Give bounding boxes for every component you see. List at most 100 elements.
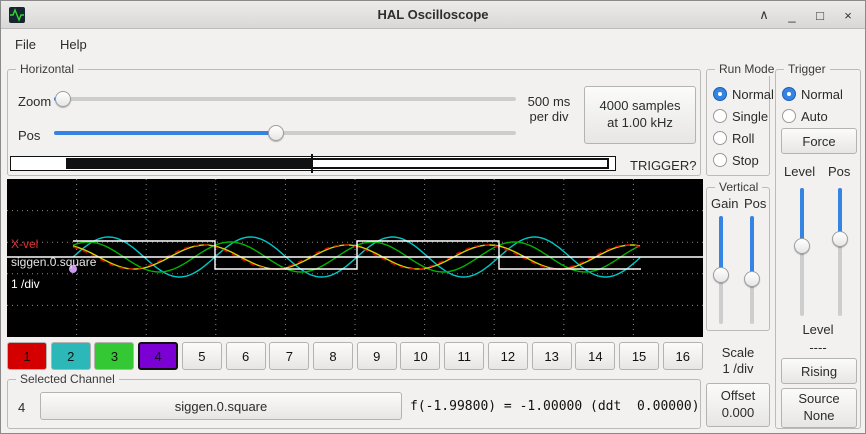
channel-6-button[interactable]: 6 (225, 342, 266, 370)
run-mode-stop-radio[interactable]: Stop (713, 150, 759, 170)
trigger-level-readout-value: ---- (809, 340, 827, 355)
run-mode-group: Run Mode Normal Single Roll Stop (706, 62, 779, 176)
channel-2-button[interactable]: 2 (50, 342, 91, 370)
radio-icon (713, 131, 727, 145)
zoom-slider-handle[interactable] (55, 91, 72, 107)
trigger-source-value: None (803, 408, 835, 423)
trigger-position-marker (311, 154, 313, 173)
zoom-slider-track[interactable] (54, 97, 516, 101)
scope-xvel-label: X-vel (11, 237, 39, 251)
maximize-icon[interactable]: □ (816, 7, 824, 23)
scope-scale-label: 1 /div (11, 277, 40, 291)
trigger-pos-handle[interactable] (832, 231, 848, 248)
gain-label: Gain (711, 196, 739, 211)
samples-line2: at 1.00 kHz (607, 115, 673, 130)
vertical-pos-fill (750, 216, 754, 279)
channel-11-button[interactable]: 11 (444, 342, 485, 370)
run-mode-group-label: Run Mode (715, 62, 779, 76)
channel-14-button[interactable]: 14 (575, 342, 616, 370)
trigger-group: Trigger Normal Auto Force Level Pos Leve… (775, 62, 861, 429)
trigger-level-readout-label: Level (802, 322, 834, 337)
scope-display: X-vel siggen.0.square 1 /div (7, 179, 703, 337)
trigger-level-fill (800, 188, 804, 246)
vertical-group: Vertical Gain Pos (706, 180, 770, 331)
channel-7-button[interactable]: 7 (269, 342, 310, 370)
horizontal-group-label: Horizontal (16, 62, 79, 76)
samples-button[interactable]: 4000 samples at 1.00 kHz (584, 86, 696, 144)
trigger-pos-fill (838, 188, 842, 240)
channel-3-button[interactable]: 3 (94, 342, 135, 370)
channel-9-button[interactable]: 9 (356, 342, 397, 370)
gain-slider-handle[interactable] (713, 267, 729, 284)
channel-5-button[interactable]: 5 (181, 342, 222, 370)
channel-13-button[interactable]: 13 (531, 342, 572, 370)
run-mode-single-radio[interactable]: Single (713, 106, 768, 126)
radio-icon (713, 153, 727, 167)
gain-slider-fill (719, 216, 723, 276)
gain-slider[interactable] (712, 216, 730, 324)
radio-label: Normal (732, 86, 774, 102)
shade-icon[interactable]: ∧ (759, 7, 769, 22)
selected-channel-group-label: Selected Channel (16, 372, 119, 386)
trigger-pos-slider[interactable] (831, 188, 849, 316)
channel-value-readout: f(-1.99800) = -1.00000 (ddt 0.00000) (410, 399, 700, 414)
offset-label: Offset (720, 388, 756, 404)
trigger-level-handle[interactable] (794, 237, 810, 254)
channel-1-button[interactable]: 1 (7, 342, 47, 370)
pos-slider-handle[interactable] (267, 125, 284, 141)
zoom-slider[interactable] (54, 90, 516, 108)
radio-label: Stop (732, 152, 759, 168)
run-mode-roll-radio[interactable]: Roll (713, 128, 754, 148)
pos-slider-track[interactable] (54, 131, 516, 135)
timebase-value: 500 ms (527, 94, 571, 109)
offset-button[interactable]: Offset 0.000 (706, 383, 770, 427)
radio-label: Roll (732, 130, 755, 146)
trigger-auto-radio[interactable]: Auto (782, 106, 828, 126)
channel-16-button[interactable]: 16 (662, 342, 703, 370)
timebase-readout: 500 ms per div (516, 94, 582, 124)
force-button[interactable]: Force (781, 128, 857, 154)
trigger-pos-track[interactable] (838, 188, 842, 316)
selected-channel-group: Selected Channel 4 siggen.0.square f(-1.… (7, 372, 701, 429)
pos-label: Pos (18, 128, 41, 143)
trigger-level-slider[interactable] (793, 188, 811, 316)
trigger-pos-label: Pos (828, 164, 851, 179)
timebase-unit: per div (529, 109, 569, 124)
menu-file[interactable]: File (15, 36, 36, 52)
run-mode-normal-radio[interactable]: Normal (713, 84, 774, 104)
scale-value: 1 /div (722, 361, 754, 376)
radio-icon (782, 87, 796, 101)
menu-help[interactable]: Help (59, 36, 87, 52)
app-icon (9, 7, 25, 23)
channel-name-button[interactable]: siggen.0.square (40, 392, 402, 420)
trigger-status-label: TRIGGER? (630, 158, 697, 173)
trigger-source-label: Source (798, 391, 840, 407)
trigger-normal-radio[interactable]: Normal (782, 84, 843, 104)
vertical-pos-slider[interactable] (743, 216, 761, 324)
minimize-icon[interactable]: _ (788, 7, 796, 23)
radio-icon (782, 109, 796, 123)
record-position-bar[interactable] (10, 154, 616, 173)
trigger-edge-button[interactable]: Rising (781, 358, 857, 384)
samples-line1: 4000 samples (599, 98, 681, 114)
close-icon[interactable]: × (844, 7, 852, 23)
radio-icon (713, 109, 727, 123)
trigger-level-label: Level (784, 164, 816, 179)
record-displayed-region (66, 158, 311, 169)
channel-row: 1 2 3 4 5 6 7 8 9 10 11 12 13 14 15 16 (7, 341, 703, 371)
trigger-group-label: Trigger (784, 62, 830, 76)
vertical-pos-handle[interactable] (744, 270, 760, 287)
zoom-label: Zoom (18, 94, 52, 109)
vertical-group-label: Vertical (715, 180, 763, 194)
window-controls: ∧ _ □ × (757, 1, 855, 29)
horizontal-group: Horizontal Zoom 500 ms per div 4000 samp… (7, 62, 701, 176)
channel-8-button[interactable]: 8 (313, 342, 354, 370)
trigger-source-button[interactable]: Source None (781, 388, 857, 428)
channel-12-button[interactable]: 12 (487, 342, 528, 370)
channel-15-button[interactable]: 15 (619, 342, 660, 370)
channel-10-button[interactable]: 10 (400, 342, 441, 370)
channel-4-button[interactable]: 4 (138, 342, 179, 370)
menubar: File Help (1, 29, 865, 59)
pos-slider[interactable] (54, 124, 516, 142)
